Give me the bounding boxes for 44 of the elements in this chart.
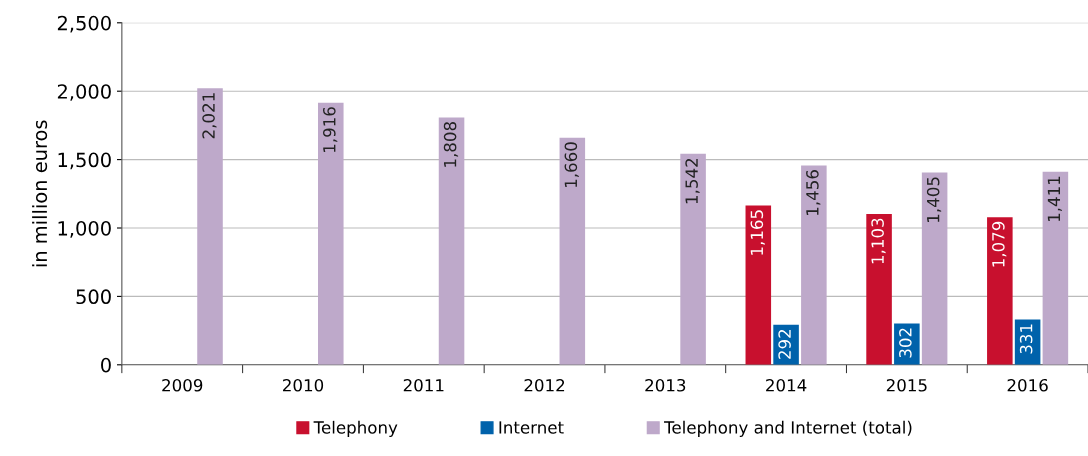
y-tick-label: 0 (101, 357, 111, 373)
bar (1042, 171, 1069, 365)
x-tick-label: 2010 (283, 378, 324, 392)
data-label: 1,542 (685, 158, 700, 204)
x-tick-label: 2009 (162, 378, 203, 392)
bar (987, 217, 1013, 365)
x-tick-label: 2012 (524, 378, 565, 392)
x-tick-label: 2011 (403, 378, 444, 392)
legend-label: Internet (499, 421, 564, 434)
data-label: 331 (1019, 324, 1033, 354)
bar (559, 137, 586, 365)
y-tick-label: 1,500 (58, 152, 111, 170)
data-label: 1,405 (926, 177, 942, 222)
bar (921, 172, 948, 365)
bar (318, 102, 344, 365)
data-label: 1,660 (564, 142, 579, 188)
bar (801, 165, 827, 365)
y-tick-label: 1,000 (58, 220, 111, 238)
data-label: 1,165 (750, 210, 765, 255)
data-label: 2,021 (202, 93, 217, 139)
bar (745, 205, 772, 365)
legend-label: Telephony (313, 420, 398, 437)
bar (866, 213, 892, 365)
bar (438, 117, 465, 365)
x-tick-label: 2016 (1007, 378, 1048, 392)
x-tick-label: 2014 (766, 378, 807, 392)
data-label: 302 (899, 328, 912, 358)
data-label: 1,456 (806, 170, 821, 215)
bar (197, 88, 223, 365)
legend-label: Telephony and Internet (total) (664, 420, 912, 437)
bar (680, 153, 706, 365)
data-label: 1,079 (992, 221, 1007, 267)
y-tick-label: 2,500 (57, 15, 111, 33)
data-label: 1,103 (871, 218, 886, 264)
x-tick-label: 2015 (886, 378, 927, 392)
y-axis-title: in million euros (32, 120, 48, 267)
x-tick-label: 2013 (645, 378, 686, 392)
bar (894, 323, 920, 365)
data-label: 1,916 (323, 107, 338, 152)
data-label: 1,411 (1047, 176, 1062, 222)
data-label: 292 (778, 329, 791, 359)
data-label: 1,808 (443, 122, 459, 167)
y-tick-label: 2,000 (57, 84, 111, 101)
y-tick-label: 500 (76, 289, 111, 305)
